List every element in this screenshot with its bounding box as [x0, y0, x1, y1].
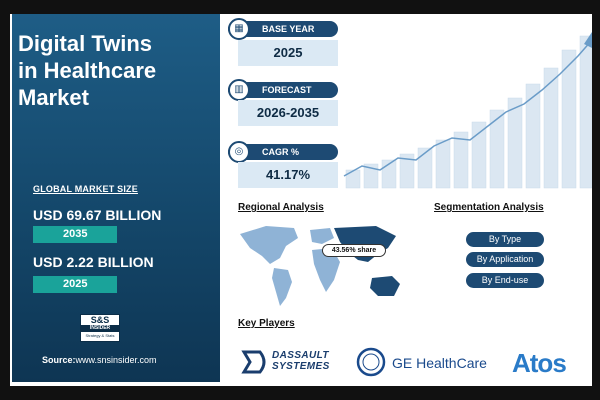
base-year-value: 2025 — [238, 40, 338, 66]
sns-insider-logo: S&S INSIDER Strategy & Stats — [80, 314, 120, 342]
dassault-line-2: SYSTEMES — [272, 361, 330, 372]
segment-by-type[interactable]: By Type — [466, 232, 544, 247]
base-year-badge: 2025 — [33, 276, 117, 293]
europe-shape — [310, 228, 334, 244]
ge-monogram-icon — [356, 347, 386, 377]
source-line: Source:www.snsinsider.com — [42, 355, 157, 365]
cagr-header: CAGR % — [228, 144, 338, 160]
segment-by-application[interactable]: By Application — [466, 252, 544, 267]
forecast-year-badge: 2035 — [33, 226, 117, 243]
forecast-value: USD 69.67 BILLION — [33, 207, 162, 223]
australia-shape — [370, 276, 400, 296]
trend-arrow-head — [584, 32, 592, 48]
source-url: www.snsinsider.com — [75, 355, 157, 365]
dassault-mark-icon — [241, 350, 266, 374]
title-line: Market — [18, 85, 89, 110]
page-title: Digital Twins in Healthcare Market — [18, 30, 208, 111]
segmentation-analysis-title: Segmentation Analysis — [434, 202, 544, 213]
coins-icon: ◎ — [228, 141, 250, 163]
key-players-title: Key Players — [238, 318, 295, 329]
atos-logo: Atos — [512, 348, 567, 378]
world-map — [240, 226, 400, 306]
segment-by-end-use[interactable]: By End-use — [466, 273, 544, 288]
source-prefix: Source: — [42, 355, 76, 365]
logo-bottom: Strategy & Stats — [85, 333, 115, 338]
regional-analysis-title: Regional Analysis — [238, 202, 324, 213]
trend-line — [343, 39, 592, 177]
dassault-name: DASSAULT SYSTEMES — [272, 350, 330, 372]
logo-middle: INSIDER — [81, 325, 119, 332]
title-line: in Healthcare — [18, 58, 157, 83]
title-line: Digital Twins — [18, 31, 153, 56]
dassault-systemes-logo: DASSAULT SYSTEMES — [240, 348, 348, 378]
cagr-value: 41.17% — [238, 162, 338, 188]
chart-bars — [345, 35, 592, 189]
growth-chart-graphic — [343, 32, 592, 189]
chart-icon: ▥ — [228, 79, 250, 101]
forecast-year-value: 2026-2035 — [238, 100, 338, 126]
ge-healthcare-name: GE HealthCare — [392, 355, 487, 371]
region-share-label: 43.56% share — [322, 244, 386, 257]
base-value: USD 2.22 BILLION — [33, 254, 154, 270]
ge-healthcare-logo: GE HealthCare — [356, 347, 496, 379]
africa-shape — [312, 248, 340, 292]
south-america-shape — [272, 268, 292, 306]
north-america-shape — [240, 226, 298, 264]
base-year-header: BASE YEAR — [228, 21, 338, 37]
calendar-icon: ▦ — [228, 18, 250, 40]
market-size-label: GLOBAL MARKET SIZE — [33, 184, 138, 194]
dassault-line-1: DASSAULT — [272, 350, 329, 361]
logo-top: S&S — [90, 315, 110, 325]
